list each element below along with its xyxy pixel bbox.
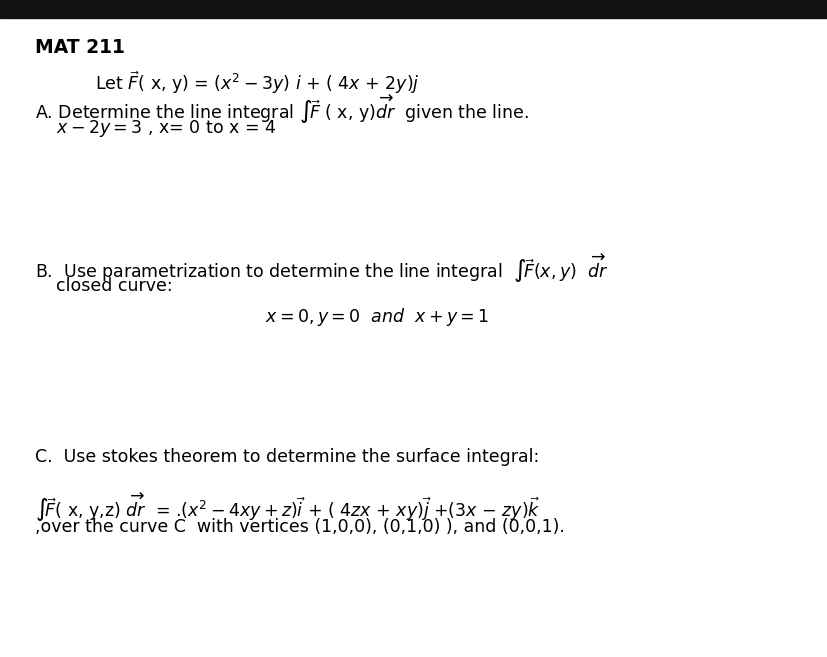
Text: B.  Use parametrization to determine the line integral  $\int\!\vec{F}(x,y)$  $\: B. Use parametrization to determine the … [35, 253, 607, 285]
Text: $\int\!\vec{F}$( x, y,z) $\overrightarrow{dr}$  = .$(x^2 -4xy + z)\vec{i}$ + ( 4: $\int\!\vec{F}$( x, y,z) $\overrightarro… [35, 491, 540, 524]
Text: Let $\vec{F}$( x, y) = $(x^2 -3y)$ $i$ + ( 4$x$ + 2$y$)$j$: Let $\vec{F}$( x, y) = $(x^2 -3y)$ $i$ +… [95, 69, 419, 95]
Text: ,over the curve C  with vertices (1,0,0), (0,1,0) ), and (0,0,1).: ,over the curve C with vertices (1,0,0),… [35, 518, 564, 535]
Text: A. Determine the line integral $\int\!\vec{F}$ ( x, y)$\overrightarrow{dr}$  giv: A. Determine the line integral $\int\!\v… [35, 93, 528, 125]
Text: MAT 211: MAT 211 [35, 38, 125, 57]
Text: $x = 0, y = 0$  $\mathit{and}$  $x + y = 1$: $x = 0, y = 0$ $\mathit{and}$ $x + y = 1… [265, 306, 489, 327]
Text: $x - 2y = 3$ , x= 0 to x = 4: $x - 2y = 3$ , x= 0 to x = 4 [56, 118, 276, 139]
Text: C.  Use stokes theorem to determine the surface integral:: C. Use stokes theorem to determine the s… [35, 448, 538, 466]
Text: closed curve:: closed curve: [56, 277, 173, 295]
